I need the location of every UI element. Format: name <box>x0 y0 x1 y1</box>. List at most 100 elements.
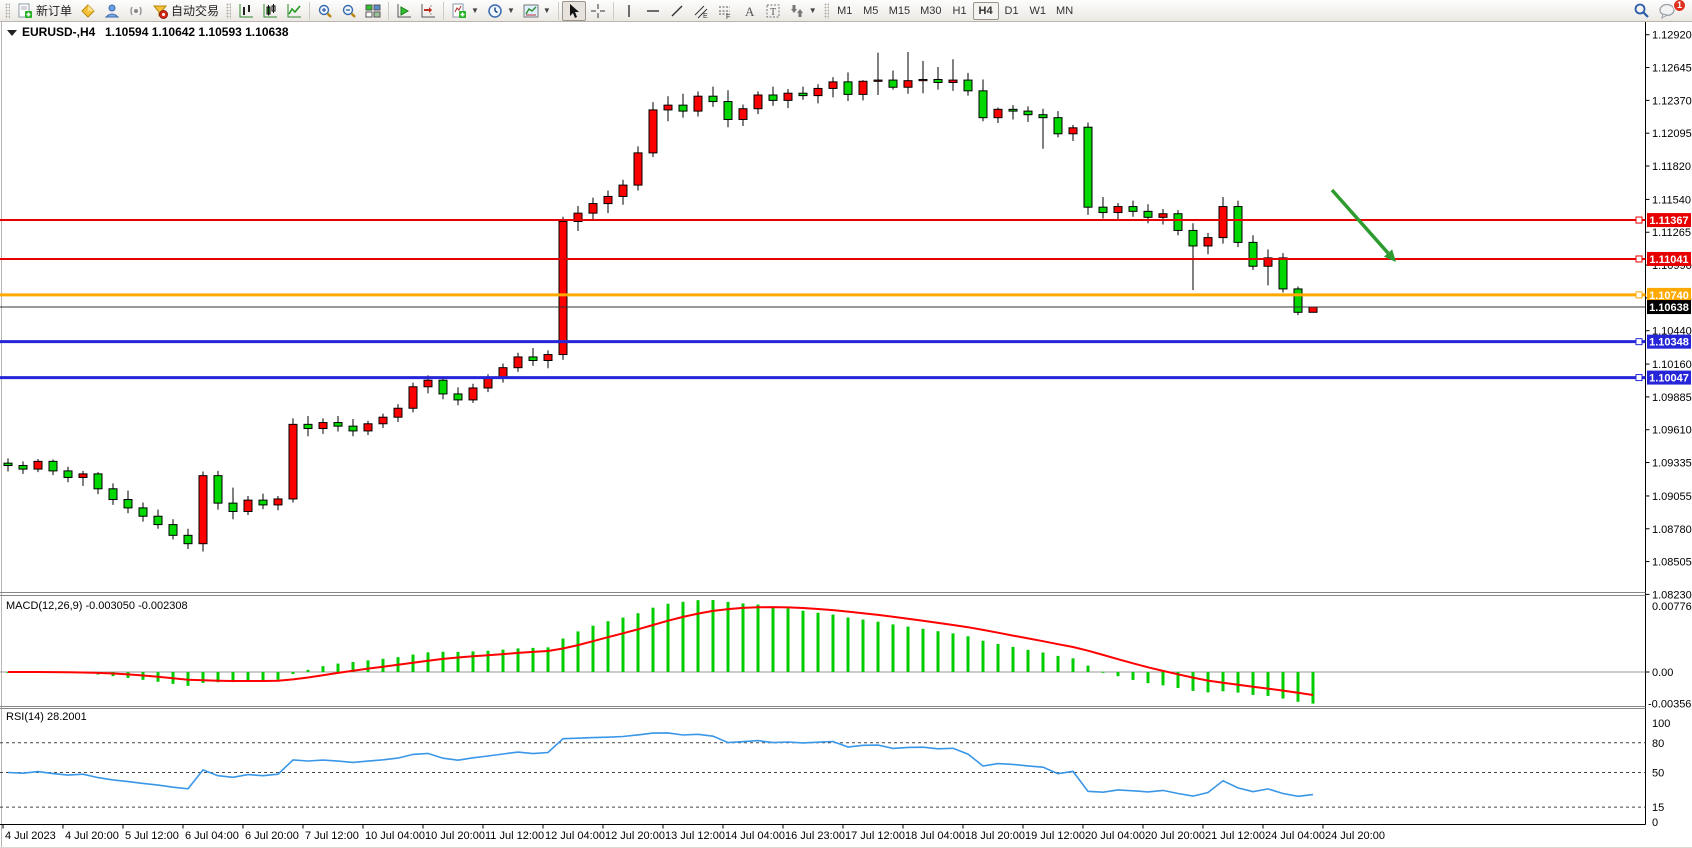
candle <box>558 220 568 356</box>
candle <box>618 184 628 197</box>
indicators-button[interactable]: ▼ <box>447 1 483 21</box>
tile-windows-button[interactable] <box>361 1 385 21</box>
fibonacci-button[interactable]: F <box>713 1 737 21</box>
svg-text:1.09335: 1.09335 <box>1652 458 1692 470</box>
trendline-button[interactable] <box>665 1 689 21</box>
candle <box>33 460 43 470</box>
timeframe-MN[interactable]: MN <box>1056 4 1074 17</box>
notifications-button[interactable]: 1 <box>1654 0 1686 21</box>
crosshair-button[interactable] <box>586 1 610 21</box>
equidistant-channel-button[interactable]: E <box>689 1 713 21</box>
horizontal-line-button[interactable] <box>641 1 665 21</box>
text-label-icon: T <box>765 3 781 19</box>
hlines-layer <box>0 216 1646 382</box>
svg-text:RSI(14) 28.2001: RSI(14) 28.2001 <box>6 711 87 723</box>
svg-text:7 Jul 12:00: 7 Jul 12:00 <box>305 830 359 842</box>
auto-scroll-button[interactable] <box>392 1 416 21</box>
candle <box>918 78 928 82</box>
timeframe-M30[interactable]: M30 <box>920 4 942 17</box>
svg-text:13 Jul 12:00: 13 Jul 12:00 <box>665 830 725 842</box>
text-label-button[interactable]: T <box>761 1 785 21</box>
timeframe-M15[interactable]: M15 <box>888 4 911 17</box>
svg-text:20 Jul 04:00: 20 Jul 04:00 <box>1085 830 1145 842</box>
dropdown-caret-icon: ▼ <box>506 6 515 15</box>
cursor-button[interactable] <box>561 0 586 21</box>
candle <box>873 79 883 82</box>
candle <box>708 95 718 103</box>
periods-button[interactable]: ▼ <box>483 1 519 21</box>
new-order-button[interactable]: 新订单 <box>13 1 76 21</box>
autotrading-button[interactable]: 自动交易 <box>148 1 223 21</box>
candle <box>528 356 538 362</box>
candle <box>78 473 88 478</box>
toolbar: 新订单 自动交易 <box>0 0 1692 22</box>
zoom-in-button[interactable] <box>313 1 337 21</box>
arrows-button[interactable]: ▼ <box>785 1 821 21</box>
signals-button[interactable] <box>124 1 148 21</box>
svg-text:1.11820: 1.11820 <box>1652 161 1691 173</box>
navigator-button[interactable] <box>100 1 124 21</box>
chart-shift-button[interactable] <box>416 1 440 21</box>
svg-text:1.08505: 1.08505 <box>1652 557 1692 569</box>
svg-text:18 Jul 20:00: 18 Jul 20:00 <box>965 830 1025 842</box>
timeframe-H1[interactable]: H1 <box>952 4 967 17</box>
svg-text:12 Jul 04:00: 12 Jul 04:00 <box>545 830 605 842</box>
candle <box>1053 117 1063 135</box>
candle <box>228 502 238 512</box>
vertical-line-button[interactable] <box>617 1 641 21</box>
candle <box>243 499 253 512</box>
candle <box>783 92 793 101</box>
crosshair-icon <box>590 3 606 19</box>
timeframe-H4[interactable]: H4 <box>972 1 999 20</box>
rsi-panel: 100 80 50 15 0 RSI(14) 28.2001 <box>0 711 1670 829</box>
zoom-out-button[interactable] <box>337 1 361 21</box>
timeframe-M1[interactable]: M1 <box>837 4 853 17</box>
svg-text:0: 0 <box>1652 817 1658 829</box>
candle <box>1158 213 1168 218</box>
channel-icon: E <box>693 3 709 19</box>
ohlc-readout: 1.10594 1.10642 1.10593 1.10638 <box>105 25 289 39</box>
svg-text:1.08780: 1.08780 <box>1652 524 1692 536</box>
candle <box>123 499 133 509</box>
trendline-icon <box>669 3 685 19</box>
svg-text:20 Jul 20:00: 20 Jul 20:00 <box>1145 830 1205 842</box>
svg-text:1.12645: 1.12645 <box>1652 63 1692 75</box>
timeframe-W1[interactable]: W1 <box>1029 4 1047 17</box>
timeframe-D1[interactable]: D1 <box>1004 4 1019 17</box>
search-button[interactable] <box>1629 1 1654 21</box>
price-axis: 1.12920 1.12645 1.12370 1.12095 1.11820 1.115… <box>1645 30 1692 601</box>
chart-bars-button[interactable] <box>234 1 258 21</box>
trend-arrow[interactable] <box>1330 188 1390 255</box>
svg-text:1.09610: 1.09610 <box>1652 425 1692 437</box>
candle <box>1128 206 1138 212</box>
svg-text:5 Jul 12:00: 5 Jul 12:00 <box>125 830 179 842</box>
candle <box>1143 210 1153 218</box>
svg-text:1.11367: 1.11367 <box>1649 215 1688 227</box>
candlestick-chart-icon <box>262 3 278 19</box>
svg-text:21 Jul 12:00: 21 Jul 12:00 <box>1205 830 1265 842</box>
market-watch-button[interactable] <box>76 1 100 21</box>
text-button[interactable]: A <box>737 1 761 21</box>
candle <box>453 393 463 401</box>
chart-line-button[interactable] <box>282 1 306 21</box>
line-chart-icon <box>286 3 302 19</box>
svg-text:14 Jul 04:00: 14 Jul 04:00 <box>725 830 785 842</box>
candle <box>678 104 688 112</box>
timeframe-M5[interactable]: M5 <box>863 4 879 17</box>
candle <box>93 473 103 490</box>
candle <box>573 212 583 222</box>
auto-scroll-icon <box>396 3 412 19</box>
search-icon <box>1633 2 1650 19</box>
candle <box>693 95 703 112</box>
templates-button[interactable]: ▼ <box>519 1 555 21</box>
candle <box>843 81 853 95</box>
svg-text:1.12370: 1.12370 <box>1652 95 1692 107</box>
svg-text:1.10740: 1.10740 <box>1649 290 1689 302</box>
candle <box>1038 114 1048 119</box>
candle <box>828 81 838 89</box>
toolbar-grip <box>823 2 829 19</box>
chart-candles-button[interactable] <box>258 1 282 21</box>
svg-text:24 Jul 20:00: 24 Jul 20:00 <box>1325 830 1385 842</box>
chart-canvas[interactable]: MACD(12,26,9) -0.003050 -0.002308 0.00776… <box>0 22 1692 848</box>
svg-text:80: 80 <box>1652 738 1664 750</box>
